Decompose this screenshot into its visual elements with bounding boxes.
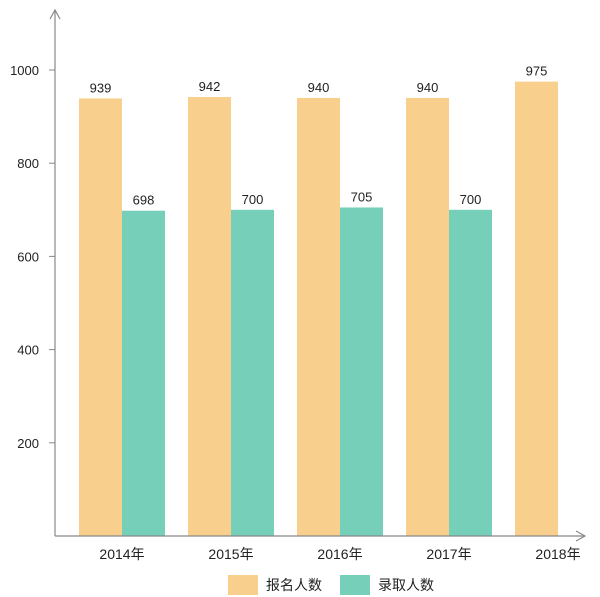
bar <box>449 209 492 537</box>
legend-swatch <box>228 575 258 595</box>
bar <box>188 97 231 536</box>
legend-label: 报名人数 <box>266 577 322 593</box>
y-tick-label: 1000 <box>10 63 39 78</box>
data-label: 975 <box>526 64 548 79</box>
data-label: 942 <box>199 79 221 94</box>
legend-swatch <box>340 575 370 595</box>
y-tick-label: 800 <box>17 156 39 171</box>
x-tick-label: 2016年 <box>317 546 362 562</box>
y-tick-label: 600 <box>17 249 39 264</box>
bars-layer: 939 698 942 700 940 705 940 700 975 <box>79 64 558 537</box>
data-label: 700 <box>242 192 264 207</box>
bar <box>297 97 340 537</box>
bar <box>79 98 122 537</box>
bar <box>231 209 274 537</box>
x-axis-arrow-icon <box>575 530 587 542</box>
x-tick-label: 2015年 <box>208 546 253 562</box>
x-tick-label: 2014年 <box>99 546 144 562</box>
y-tick-label: 200 <box>17 436 39 451</box>
x-tick-label: 2018年 <box>535 546 580 562</box>
x-tick-label: 2017年 <box>426 546 471 562</box>
data-label: 939 <box>90 80 112 95</box>
y-axis-arrow-icon <box>49 8 61 20</box>
axes-layer: 2014年 2015年 2016年 2017年 2018年 200 400 600 800 100… <box>10 8 587 562</box>
y-tick-label: 400 <box>17 343 39 358</box>
data-label: 940 <box>417 80 439 95</box>
data-label: 698 <box>133 193 155 208</box>
data-label: 940 <box>308 80 330 95</box>
legend-label: 录取人数 <box>378 577 434 593</box>
bar <box>406 97 449 537</box>
legend: 报名人数 录取人数 <box>228 575 434 595</box>
bar <box>515 81 558 537</box>
bar <box>340 207 383 536</box>
data-label: 705 <box>351 189 373 204</box>
bar <box>122 210 165 536</box>
data-label: 700 <box>460 192 482 207</box>
